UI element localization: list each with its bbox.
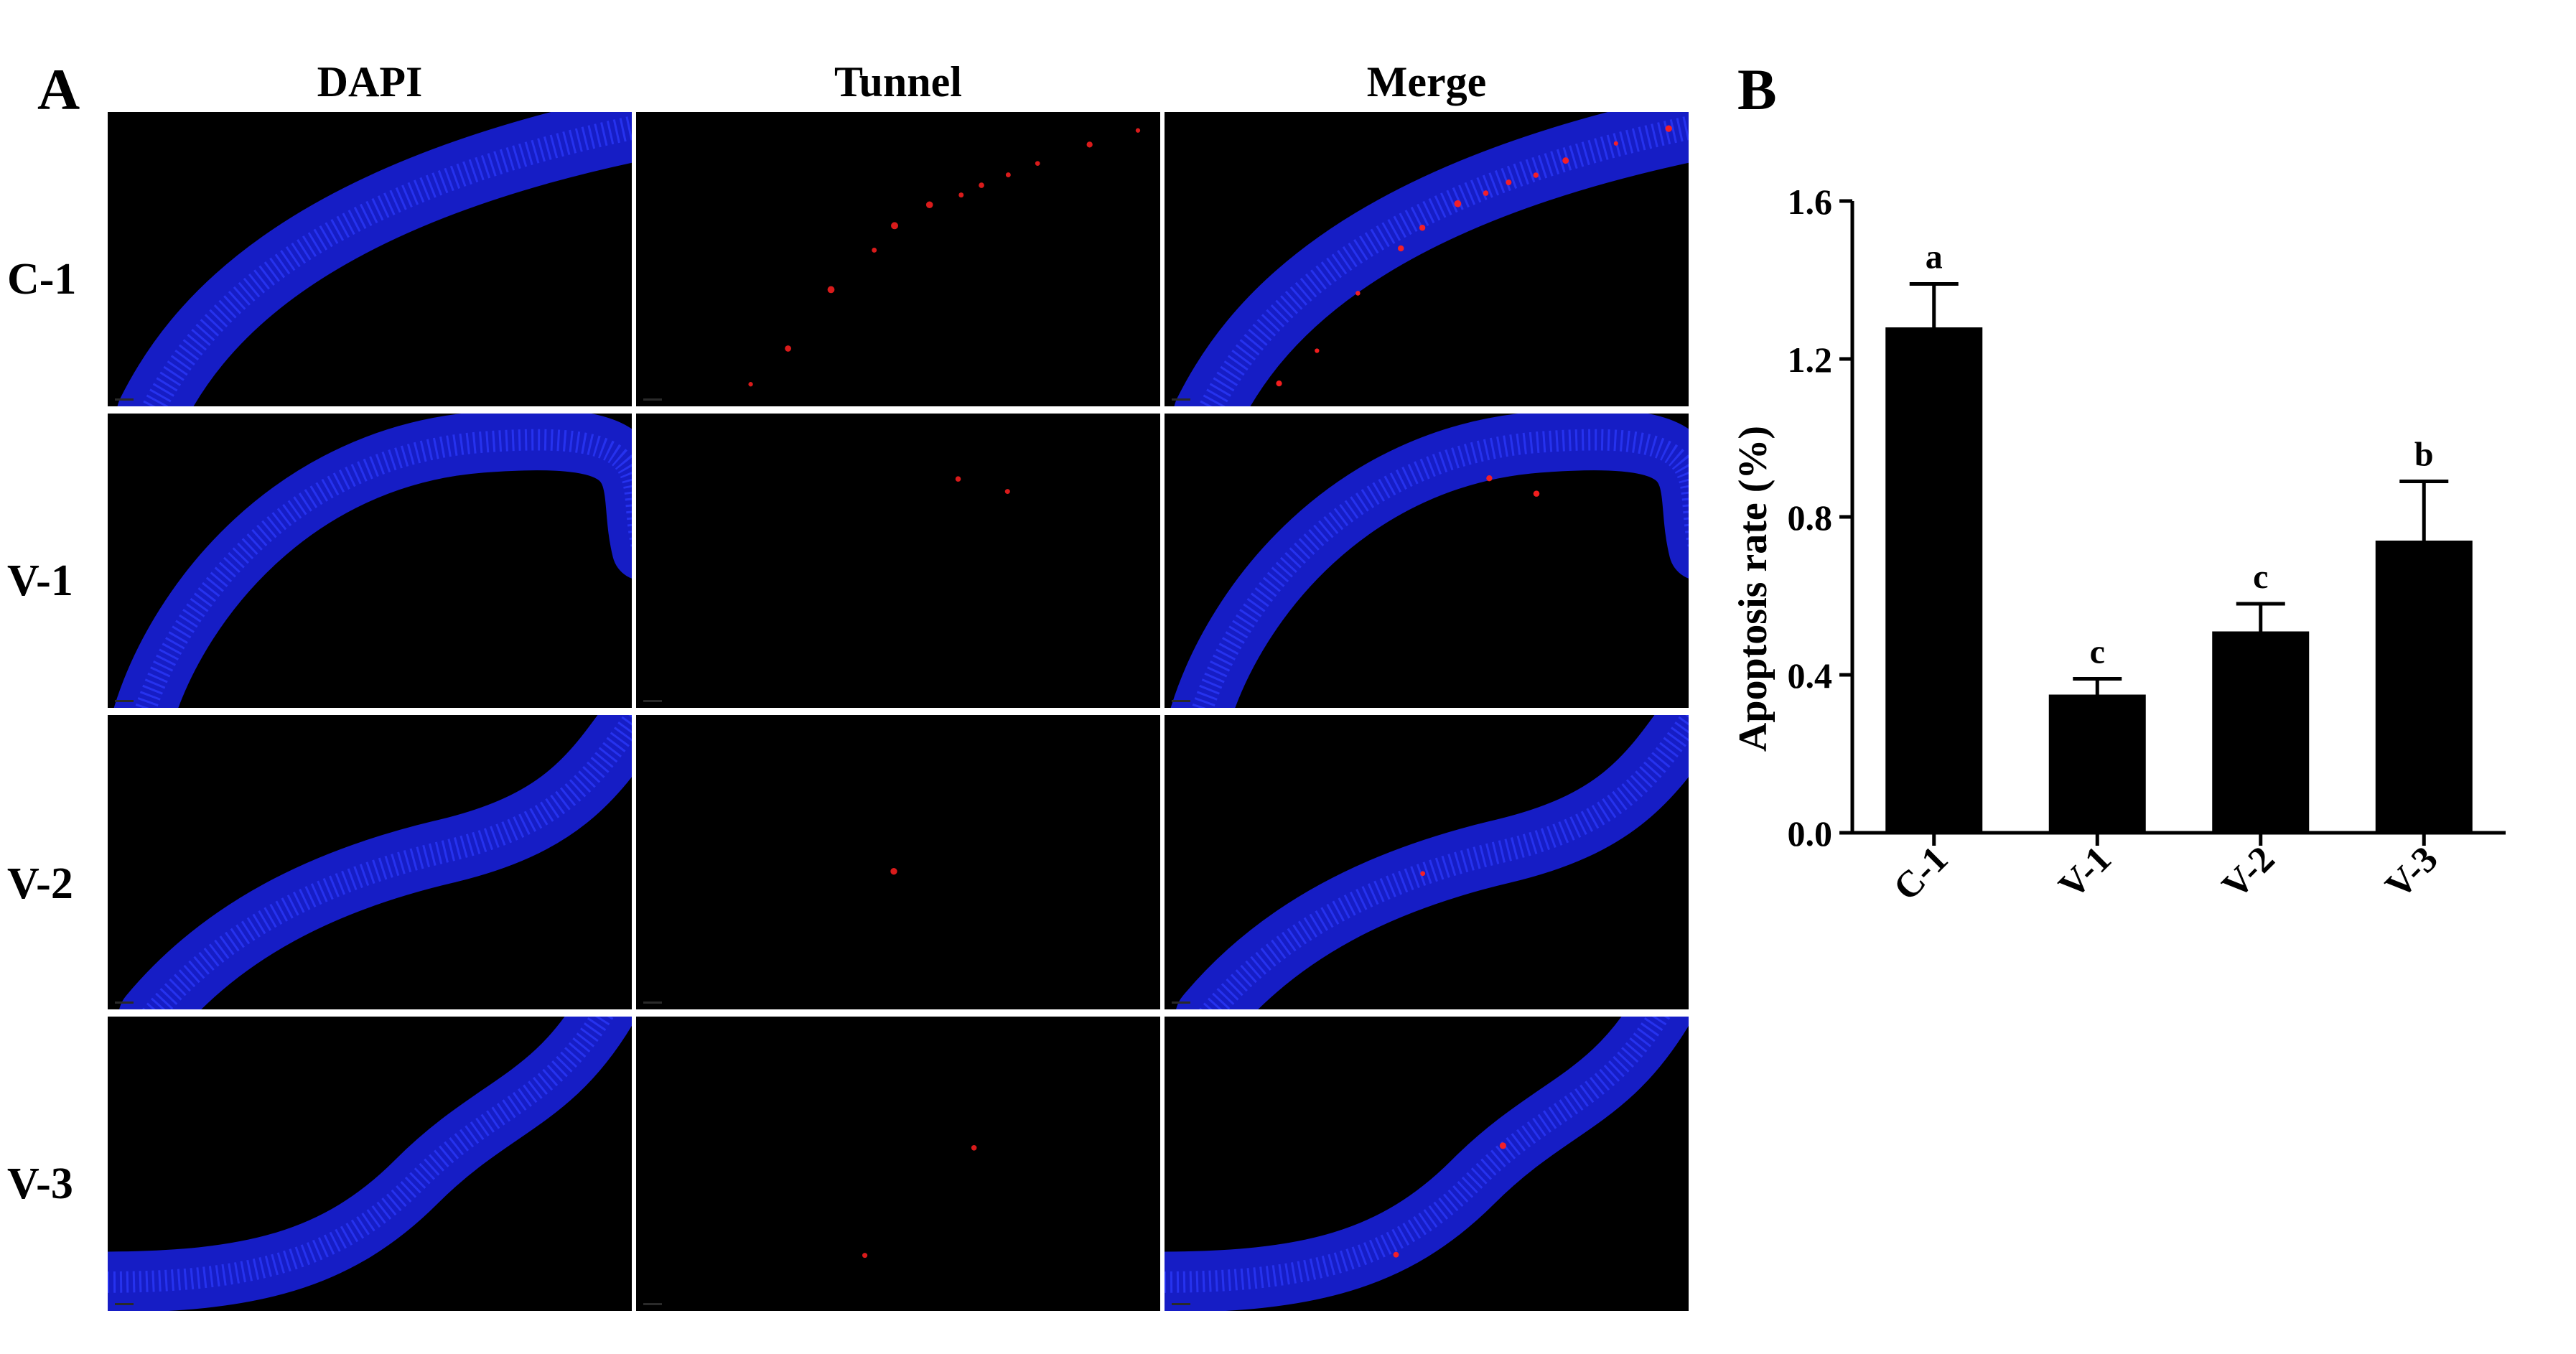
row-label-c1: C-1 [7,255,77,304]
scale-bar [1172,1303,1190,1305]
y-tick-label: 0.0 [1788,813,1833,854]
significance-label: c [2090,633,2105,671]
significance-label: c [2253,558,2268,596]
scale-bar [115,700,134,702]
x-tick-label: V-3 [2378,839,2446,907]
panel-a-letter: A [37,57,80,122]
micrograph-v1-dapi [108,414,632,708]
panel-b-letter: B [1737,57,1777,122]
apoptosis-bar-chart: a c c b 0.0 0.4 0.8 1.2 1.6 C-1 V-1 V-2 V-3 Apoptos… [1731,182,2506,909]
micrograph-c1-tunnel [636,112,1160,406]
micrograph-v3-merge [1165,1017,1689,1311]
chart-bars: a c c b [1885,238,2473,833]
scale-bar [1172,1002,1190,1004]
scale-bar [643,1002,662,1004]
column-header-tunnel: Tunnel [834,58,962,106]
scale-bar [643,1303,662,1305]
micrograph-v2-tunnel [636,715,1160,1009]
significance-label: a [1926,238,1943,276]
micrograph-v3-tunnel [636,1017,1160,1311]
x-tick-label: V-1 [2051,839,2119,907]
bar-v-1 [2048,694,2146,833]
micrograph-v1-tunnel [636,414,1160,708]
x-tick-label: V-2 [2214,839,2282,907]
column-header-merge: Merge [1366,58,1487,106]
scale-bar [643,700,662,702]
significance-label: b [2414,436,2434,474]
scale-bar [115,1002,134,1004]
y-tick-label: 1.2 [1788,340,1833,380]
row-label-v2: V-2 [7,859,73,908]
row-label-v3: V-3 [7,1159,73,1208]
scale-bar [1172,398,1190,401]
column-header-dapi: DAPI [317,58,423,106]
scale-bar [115,1303,134,1305]
y-tick-label: 1.6 [1788,182,1833,222]
micrograph-v2-dapi [108,715,632,1009]
scale-bar [643,398,662,401]
micrograph-v2-merge [1165,715,1689,1009]
bar-c-1 [1885,327,1983,833]
scale-bar [115,398,134,401]
y-tick-label: 0.8 [1788,498,1833,538]
x-tick-label: C-1 [1886,839,1956,908]
y-tick-label: 0.4 [1788,655,1833,696]
row-label-v1: V-1 [7,556,73,605]
micrograph-c1-merge [1165,112,1689,406]
bar-v-3 [2375,541,2473,833]
micrograph-v1-merge [1165,414,1689,708]
scale-bar [1172,700,1190,702]
y-axis-label: Apoptosis rate (%) [1731,426,1775,752]
bar-v-2 [2212,631,2310,833]
micrograph-c1-dapi [108,112,632,406]
micrograph-v3-dapi [108,1017,632,1311]
